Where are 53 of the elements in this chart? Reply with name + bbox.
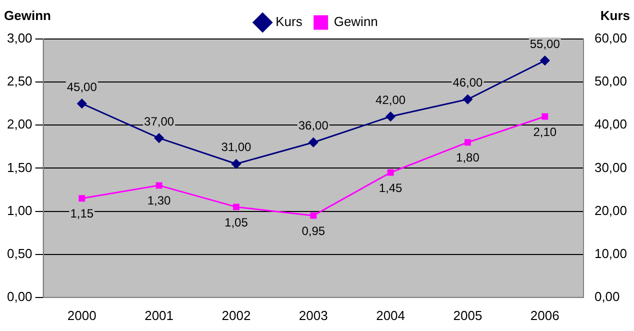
data-label: 45,00 [66,80,98,94]
data-label: 46,00 [452,76,484,90]
point [308,138,318,148]
y-tick-label: 2,00 [6,116,32,132]
point [542,113,548,120]
data-label: 2,10 [533,124,557,139]
point [156,182,162,189]
y-axis-title: Gewinn [4,8,52,24]
y2-tick-label: 40,00 [594,116,628,132]
x-tick-label: 2003 [298,308,328,323]
y-tick-label: 0,00 [6,288,32,304]
y2-tick-label: 10,00 [594,246,628,261]
legend-label: Gewinn [334,14,378,30]
data-label: 42,00 [376,92,406,107]
point [232,204,240,210]
x-tick-label: 2006 [530,308,560,323]
y2-tick-label: 50,00 [594,74,628,89]
point [310,212,317,219]
x-tick-label: 2005 [453,308,482,323]
data-label: 31,00 [221,140,252,154]
point [154,133,164,143]
x-tick-label: 2002 [222,308,251,323]
data-label: 1,05 [224,215,248,230]
y2-tick-label: 0,00 [594,288,620,304]
y2-tick-label: 60,00 [594,30,628,46]
data-label: 1,15 [70,206,94,221]
y2-tick-label: 20,00 [594,202,628,218]
y-tick-label: 0,50 [6,246,32,261]
data-label: 37,00 [144,114,174,128]
data-label: 1,80 [456,150,480,165]
data-label: 36,00 [298,118,329,133]
y-tick-label: 2,50 [6,74,32,89]
point [77,98,87,108]
point [78,195,86,202]
data-label: 1,30 [147,194,172,208]
x-tick-label: 2000 [67,308,96,323]
x-tick-label: 2001 [144,308,174,323]
y-tick-label: 1,50 [6,160,32,175]
y2-axis-title: Kurs [600,8,630,24]
point [462,94,472,104]
data-label: 0,95 [302,224,326,238]
data-label: 1,45 [378,180,403,195]
point [386,112,396,122]
legend-label: Kurs [276,14,303,30]
y-tick-label: 1,00 [6,202,32,218]
y-tick-label: 3,00 [6,30,32,46]
data-label: 55,00 [530,36,560,51]
x-tick-label: 2004 [376,308,406,323]
y2-tick-label: 30,00 [594,160,628,175]
point [231,159,241,169]
point [540,56,550,66]
point [464,139,471,146]
point [387,169,394,176]
